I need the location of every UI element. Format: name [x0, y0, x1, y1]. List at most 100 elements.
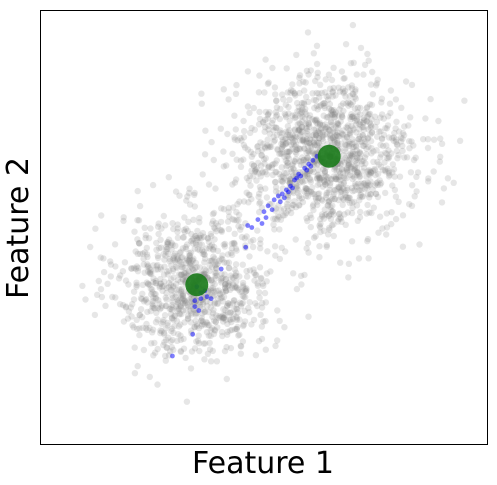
background-point	[263, 270, 271, 277]
background-point	[348, 165, 355, 172]
background-point	[276, 317, 283, 325]
background-point	[351, 93, 358, 101]
background-point	[209, 245, 216, 253]
background-point	[314, 160, 321, 167]
background-point	[234, 323, 241, 331]
background-point	[315, 195, 322, 202]
background-point	[291, 90, 299, 97]
trajectory-point	[170, 353, 175, 359]
background-point	[225, 300, 232, 307]
background-point	[135, 264, 142, 272]
background-point	[191, 323, 199, 331]
background-point	[321, 178, 328, 185]
background-point	[248, 195, 255, 203]
background-point	[297, 158, 305, 165]
background-point	[222, 281, 229, 288]
background-point	[272, 113, 280, 120]
background-point	[284, 148, 291, 155]
background-point	[304, 130, 311, 138]
background-point	[303, 139, 310, 146]
background-point	[169, 265, 177, 272]
background-point	[145, 235, 153, 242]
background-point	[172, 303, 180, 310]
background-point	[438, 199, 446, 206]
background-point	[239, 282, 247, 289]
background-point	[231, 134, 238, 141]
background-point	[122, 277, 130, 284]
background-point	[274, 146, 281, 154]
background-point	[237, 350, 244, 357]
background-point	[140, 255, 147, 262]
background-point	[317, 215, 324, 223]
background-point	[361, 116, 368, 124]
background-point	[378, 99, 385, 106]
background-point	[263, 194, 271, 201]
background-point	[263, 278, 270, 285]
background-point	[338, 218, 345, 225]
background-point	[399, 142, 406, 150]
background-point	[304, 154, 311, 161]
background-point	[240, 322, 247, 330]
background-point	[186, 296, 193, 303]
background-point	[212, 269, 220, 276]
background-point	[357, 104, 364, 112]
background-point	[361, 154, 369, 161]
background-point	[264, 115, 271, 122]
background-point	[337, 173, 344, 180]
background-point	[243, 285, 250, 292]
background-point	[168, 287, 175, 294]
background-point	[210, 317, 218, 324]
background-point	[336, 88, 344, 95]
background-point	[390, 134, 397, 141]
background-point	[305, 148, 313, 156]
background-point	[265, 79, 272, 86]
background-point	[315, 129, 322, 136]
background-point	[390, 137, 397, 144]
background-point	[151, 339, 158, 347]
background-point	[227, 309, 234, 316]
background-point	[266, 130, 273, 137]
background-point	[356, 149, 363, 157]
background-point	[307, 178, 315, 185]
trajectory-point	[249, 225, 255, 230]
background-point	[341, 135, 348, 142]
background-point	[146, 373, 153, 381]
background-point	[308, 188, 315, 196]
trajectory-point	[286, 189, 291, 195]
background-point	[142, 325, 150, 332]
background-point	[179, 276, 187, 283]
background-point	[187, 319, 195, 326]
background-point	[232, 126, 239, 133]
background-point	[294, 183, 301, 190]
background-point	[304, 190, 311, 197]
background-point	[331, 129, 339, 136]
background-point	[292, 92, 299, 99]
background-point	[208, 241, 216, 249]
background-point	[247, 129, 254, 137]
background-point	[243, 267, 250, 275]
background-point	[139, 313, 146, 321]
background-point	[296, 80, 303, 87]
background-point	[297, 110, 304, 117]
background-point	[275, 213, 283, 221]
plot-frame	[40, 10, 488, 445]
background-point	[164, 322, 171, 329]
background-point	[312, 194, 319, 201]
background-point	[187, 365, 195, 372]
background-point	[390, 166, 398, 173]
background-point	[298, 99, 306, 107]
background-point	[209, 217, 217, 225]
background-point	[168, 262, 175, 269]
background-point	[332, 109, 339, 116]
background-point	[321, 104, 329, 112]
background-point	[181, 214, 188, 221]
background-point	[179, 264, 187, 271]
background-point	[187, 262, 194, 269]
background-point	[187, 307, 194, 314]
background-point	[167, 242, 174, 249]
background-point	[350, 198, 357, 206]
background-point	[242, 287, 249, 295]
background-point	[307, 188, 314, 195]
background-point	[244, 68, 252, 75]
background-point	[333, 137, 341, 145]
